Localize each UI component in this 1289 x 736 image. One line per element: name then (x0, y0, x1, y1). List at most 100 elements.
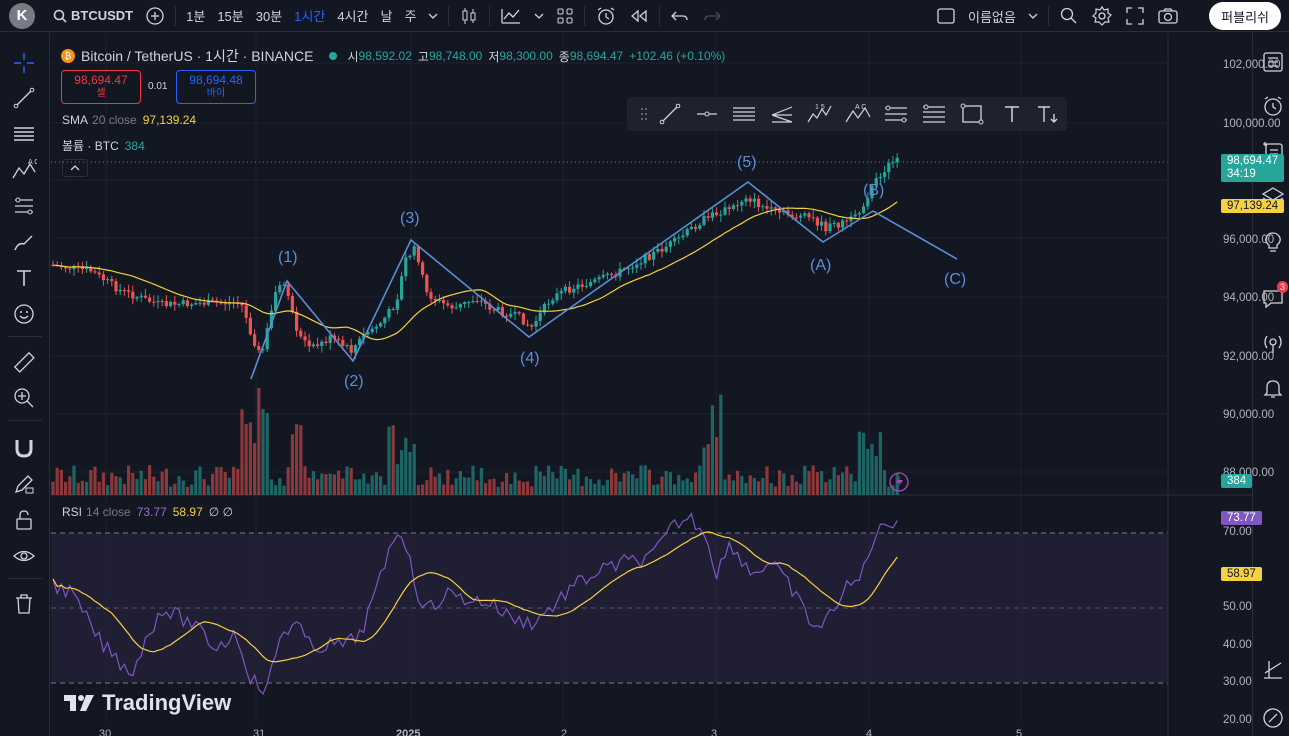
quick-search-button[interactable] (1053, 0, 1085, 32)
fullscreen-button[interactable] (1119, 0, 1151, 32)
help-button[interactable] (1260, 705, 1286, 731)
layout-checkbox[interactable] (930, 0, 962, 32)
horizontal-line-button[interactable] (694, 102, 720, 126)
remove-drawings-tool[interactable] (9, 589, 39, 619)
sma-legend[interactable]: SMA 20 close 97,139.24 (62, 113, 196, 127)
notification-badge: 3 (1276, 281, 1288, 293)
interval-day[interactable]: 날 (380, 9, 393, 24)
forecast-tool[interactable] (9, 191, 39, 221)
magnet-tool[interactable] (9, 433, 39, 463)
layout-dropdown[interactable] (1022, 0, 1044, 32)
ohlc-open: 98,592.02 (358, 49, 412, 63)
publish-button[interactable]: 퍼블리쉬 (1209, 2, 1281, 30)
indicators-dropdown[interactable] (528, 0, 550, 32)
candle-body (673, 237, 677, 242)
volume-bar (475, 480, 479, 495)
candle-body (769, 207, 773, 209)
fib-tool[interactable] (9, 119, 39, 149)
brush-tool[interactable] (9, 227, 39, 257)
crosshair-tool[interactable] (9, 48, 39, 78)
time-axis-label: 5 (1016, 728, 1023, 736)
volume-bar (290, 434, 294, 495)
interval-4h[interactable]: 4시간 (337, 9, 369, 24)
candle-body (404, 257, 408, 277)
candle-body (194, 303, 198, 305)
elliott-impulse-button[interactable]: 1 5 (807, 102, 833, 126)
draw-mode-tool[interactable] (9, 469, 39, 499)
undo-button[interactable] (664, 0, 696, 32)
compare-button[interactable] (139, 0, 171, 32)
alert-button[interactable] (589, 0, 623, 32)
tradingview-logo[interactable]: TradingView (64, 690, 231, 716)
candle-body (790, 214, 794, 218)
chart-area[interactable]: ₿ Bitcoin / TetherUS · 1시간 · BINANCE 시 98… (51, 33, 1285, 736)
candle-body (185, 300, 189, 307)
rsi-ma-line (52, 531, 898, 663)
volume-bar (622, 472, 626, 495)
replay-button[interactable] (623, 0, 655, 32)
pitchfork-button[interactable] (769, 102, 795, 126)
interval-1m[interactable]: 1분 (186, 9, 206, 24)
buy-button[interactable]: 98,694.48 바이 (176, 70, 256, 104)
anchored-text-button[interactable] (1035, 102, 1061, 126)
fib-extension-button[interactable] (921, 102, 947, 126)
dom-button[interactable] (1260, 657, 1286, 683)
candle-body (261, 349, 265, 351)
sell-button[interactable]: 98,694.47 셀 (61, 70, 141, 104)
volume-bar (152, 476, 156, 495)
user-avatar[interactable]: K (9, 2, 35, 29)
zoom-tool[interactable] (9, 383, 39, 413)
templates-button[interactable] (550, 0, 580, 32)
ohlc-close: 98,694.47 (569, 49, 624, 63)
interval-15m[interactable]: 15분 (217, 9, 244, 24)
rectangle-button[interactable] (959, 102, 985, 126)
interval-30m[interactable]: 30분 (255, 9, 283, 24)
icon-tool[interactable] (9, 299, 39, 329)
volume-bar (244, 423, 248, 495)
indicators-button[interactable] (494, 0, 528, 32)
volume-bar (345, 466, 349, 495)
measure-tool[interactable] (9, 347, 39, 377)
settings-button[interactable] (1085, 0, 1119, 32)
pattern-tool[interactable]: A C (9, 155, 39, 185)
symbol-search-button[interactable]: BTCUSDT (47, 0, 139, 32)
candle-body (85, 267, 89, 270)
collapse-legend-button[interactable] (62, 159, 88, 177)
drag-handle[interactable] (631, 102, 657, 126)
fib-retracement-button[interactable] (883, 102, 909, 126)
chats-button[interactable]: 3 (1260, 281, 1288, 311)
ohlc-low: 98,300.00 (499, 49, 553, 63)
trendline-button[interactable] (657, 102, 683, 126)
volume-legend[interactable]: 볼륨 · BTC 384 (62, 137, 145, 154)
text-button[interactable] (999, 102, 1025, 126)
ideas-button[interactable] (1260, 229, 1286, 255)
lightning-icon[interactable] (889, 472, 909, 492)
visibility-tool[interactable] (9, 541, 39, 571)
alerts-button[interactable] (1260, 93, 1286, 119)
streams-button[interactable] (1260, 331, 1286, 357)
volume-bar (211, 473, 215, 495)
chart-canvas[interactable] (51, 33, 1251, 736)
elliott-wave[interactable] (250, 180, 958, 380)
candle-body (866, 198, 870, 207)
candle-body (349, 345, 353, 353)
rsi-legend[interactable]: RSI 14 close 73.77 58.97 ∅ ∅ (62, 505, 233, 519)
layout-name[interactable]: 이름없음 (968, 9, 1016, 25)
parallel-channel-button[interactable] (731, 102, 757, 126)
svg-text:1 5: 1 5 (815, 104, 825, 111)
trendline-tool[interactable] (9, 83, 39, 113)
redo-button[interactable] (696, 0, 728, 32)
elliott-correction-button[interactable]: A C (845, 102, 871, 126)
volume-bar (379, 476, 383, 495)
snapshot-button[interactable] (1151, 0, 1185, 32)
interval-1h[interactable]: 1시간 (294, 9, 326, 24)
watchlist-button[interactable] (1260, 49, 1286, 75)
notifications-button[interactable] (1260, 375, 1286, 401)
volume-bar (836, 475, 840, 495)
interval-dropdown[interactable] (422, 0, 444, 32)
text-tool[interactable] (9, 263, 39, 293)
sma-value: 97,139.24 (142, 113, 197, 127)
chart-type-button[interactable] (453, 0, 485, 32)
lock-tool[interactable] (9, 505, 39, 535)
interval-week[interactable]: 주 (404, 9, 417, 24)
